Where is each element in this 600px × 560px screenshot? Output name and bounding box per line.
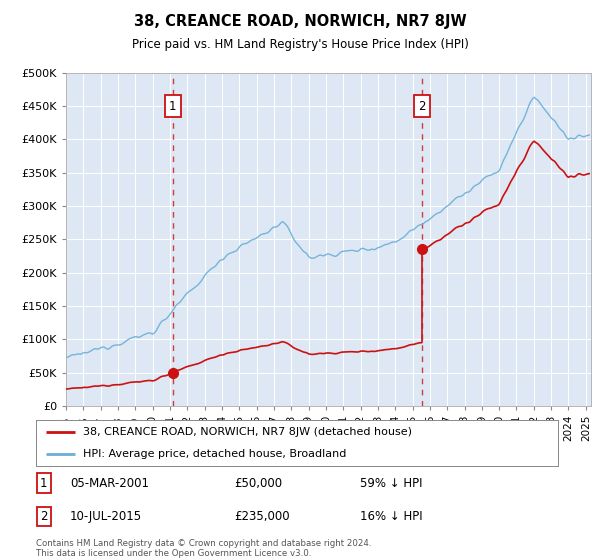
Text: £235,000: £235,000 [235,510,290,523]
Text: 1: 1 [40,477,47,489]
Text: 38, CREANCE ROAD, NORWICH, NR7 8JW: 38, CREANCE ROAD, NORWICH, NR7 8JW [134,14,466,29]
Text: HPI: Average price, detached house, Broadland: HPI: Average price, detached house, Broa… [83,449,346,459]
Text: 2: 2 [40,510,47,523]
Text: 38, CREANCE ROAD, NORWICH, NR7 8JW (detached house): 38, CREANCE ROAD, NORWICH, NR7 8JW (deta… [83,427,412,437]
Text: 2: 2 [418,100,425,113]
Text: Price paid vs. HM Land Registry's House Price Index (HPI): Price paid vs. HM Land Registry's House … [131,38,469,50]
Text: 16% ↓ HPI: 16% ↓ HPI [359,510,422,523]
Text: Contains HM Land Registry data © Crown copyright and database right 2024.
This d: Contains HM Land Registry data © Crown c… [36,539,371,558]
Text: £50,000: £50,000 [235,477,283,489]
Text: 05-MAR-2001: 05-MAR-2001 [70,477,149,489]
Text: 1: 1 [169,100,176,113]
Text: 10-JUL-2015: 10-JUL-2015 [70,510,142,523]
Text: 59% ↓ HPI: 59% ↓ HPI [359,477,422,489]
